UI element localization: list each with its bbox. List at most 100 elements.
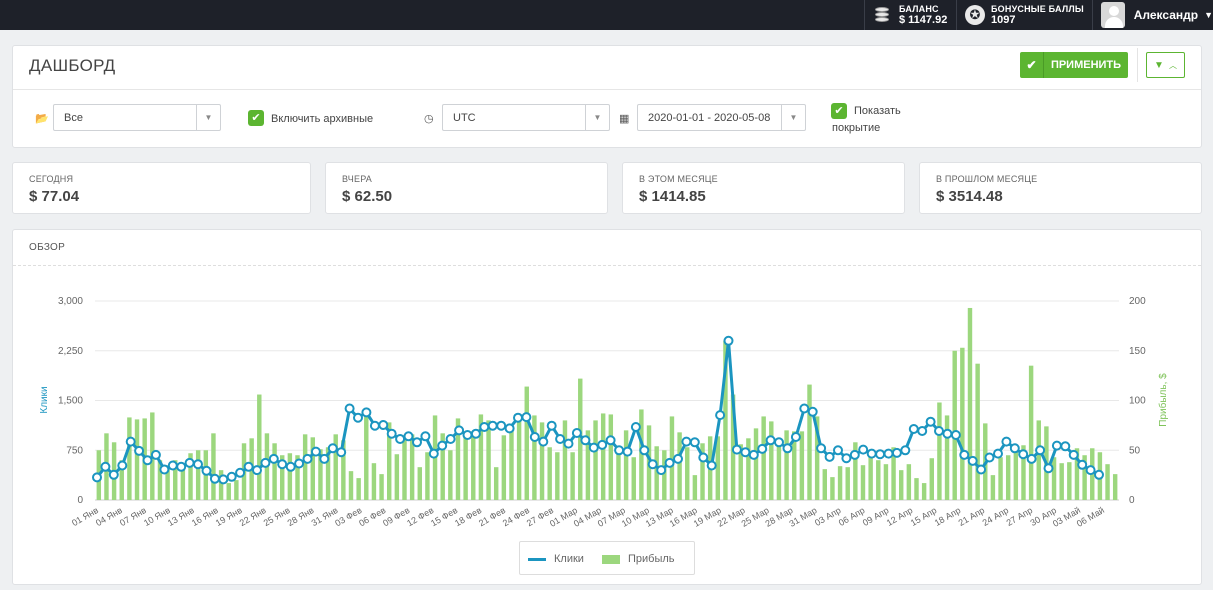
clicks-point <box>807 406 818 417</box>
clicks-point <box>891 447 902 458</box>
clicks-point <box>462 430 473 440</box>
profit-bar <box>1028 365 1034 500</box>
clicks-point <box>529 432 540 442</box>
profit-bar <box>218 470 224 500</box>
x-tick-label: 25 Янв <box>262 505 292 528</box>
user-menu[interactable]: Александр ▼ <box>1092 0 1213 30</box>
x-tick-label: 27 Апр <box>1005 505 1035 528</box>
legend-label-profit: Прибыль <box>628 553 675 565</box>
apply-button[interactable]: ✔ ПРИМЕНИТЬ <box>1020 52 1128 78</box>
profit-bar <box>195 450 201 500</box>
profit-bar <box>295 455 300 500</box>
profit-bar <box>478 414 484 500</box>
clicks-point <box>984 452 995 463</box>
clicks-point <box>470 428 481 439</box>
x-tick-label: 22 Янв <box>238 505 268 528</box>
profit-bar <box>639 409 644 500</box>
clicks-point <box>319 453 330 464</box>
profit-bar <box>287 453 293 500</box>
x-tick-label: 19 Янв <box>214 505 244 528</box>
y-right-axis-title: Прибыль, $ <box>1157 373 1169 427</box>
profit-bar <box>578 378 583 500</box>
chart-legend: Клики Прибыль <box>519 541 695 575</box>
profit-bar <box>356 478 361 500</box>
clicks-point <box>571 428 582 438</box>
clicks-point <box>252 465 262 476</box>
clicks-point <box>386 428 397 439</box>
profit-bar <box>1112 474 1118 500</box>
clicks-point <box>731 444 742 455</box>
bonus-widget[interactable]: ✪ БОНУСНЫЕ БАЛЛЫ 1097 <box>956 0 1092 30</box>
profit-bar <box>302 434 308 500</box>
include-archived-checkbox[interactable]: ✔ <box>248 110 264 126</box>
clicks-point <box>184 457 195 468</box>
stat-label: ВЧЕРА <box>342 174 373 184</box>
clicks-point <box>588 442 599 453</box>
clicks-point <box>934 426 944 436</box>
profit-bar <box>677 432 682 500</box>
profit-bar <box>998 457 1003 500</box>
filter-toggle-button[interactable]: ▼ ︿ <box>1146 52 1185 78</box>
check-icon: ✔ <box>1020 52 1044 78</box>
clicks-point <box>150 449 161 460</box>
apply-button-label: ПРИМЕНИТЬ <box>1050 59 1122 71</box>
profit-bar <box>692 475 698 501</box>
clicks-point <box>167 460 178 471</box>
clicks-point <box>1043 463 1054 474</box>
y-right-tick-label: 150 <box>1129 346 1146 357</box>
clicks-point <box>740 447 751 458</box>
profit-bar <box>402 435 407 500</box>
x-tick-label: 09 Апр <box>861 505 891 528</box>
clicks-point <box>908 424 919 434</box>
profit-bar <box>562 420 568 500</box>
clicks-point <box>664 457 675 468</box>
clicks-point <box>260 457 271 468</box>
clicks-point <box>378 420 389 430</box>
profit-bar <box>257 394 262 500</box>
profit-bar <box>509 430 514 500</box>
clicks-point <box>428 448 439 459</box>
clicks-point <box>369 420 380 431</box>
stat-label: В ПРОШЛОМ МЕСЯЦЕ <box>936 174 1038 184</box>
profit-bar <box>555 452 560 500</box>
clicks-point <box>950 430 961 440</box>
profit-bar <box>455 418 461 500</box>
legend-item-clicks[interactable]: Клики <box>528 553 584 565</box>
y-left-tick-label: 3,000 <box>58 296 83 307</box>
clicks-point <box>580 435 591 446</box>
clicks-point <box>327 443 338 454</box>
clicks-point <box>605 435 616 446</box>
profit-bar <box>417 467 422 500</box>
show-coverage-checkbox[interactable]: ✔ <box>831 103 847 119</box>
profit-bar <box>944 415 950 500</box>
clicks-point <box>816 443 827 454</box>
clicks-point <box>277 459 288 470</box>
profit-bar <box>807 384 812 500</box>
clicks-point <box>715 410 726 421</box>
clicks-point <box>487 420 498 431</box>
profit-bar <box>608 414 614 500</box>
clicks-point <box>437 440 448 451</box>
clicks-point <box>757 443 768 454</box>
folder-select[interactable]: Все ▼ <box>53 104 221 131</box>
clicks-point <box>841 453 852 464</box>
legend-item-profit[interactable]: Прибыль <box>602 553 675 565</box>
date-range-picker[interactable]: 2020-01-01 - 2020-05-08 ▼ <box>637 104 806 131</box>
clicks-point <box>344 403 355 414</box>
stat-card-this-month: В ЭТОМ МЕСЯЦЕ $ 1414.85 <box>622 162 905 214</box>
clicks-point <box>1035 445 1046 456</box>
x-tick-label: 06 Май <box>1075 505 1106 529</box>
balance-widget[interactable]: БАЛАНС $ 1147.92 <box>864 0 956 30</box>
overview-panel: ОБЗОР <box>12 229 1202 585</box>
profit-bar <box>876 460 881 500</box>
profit-bar <box>325 447 331 500</box>
profit-bar <box>1082 455 1087 500</box>
clicks-point <box>858 444 869 455</box>
y-left-axis-title: Клики <box>39 386 50 413</box>
profit-bar <box>471 431 476 500</box>
clicks-point <box>159 464 170 475</box>
clicks-point <box>125 436 136 447</box>
profit-bar <box>860 465 866 500</box>
profit-bar <box>134 419 140 500</box>
timezone-select[interactable]: UTC ▼ <box>442 104 610 131</box>
